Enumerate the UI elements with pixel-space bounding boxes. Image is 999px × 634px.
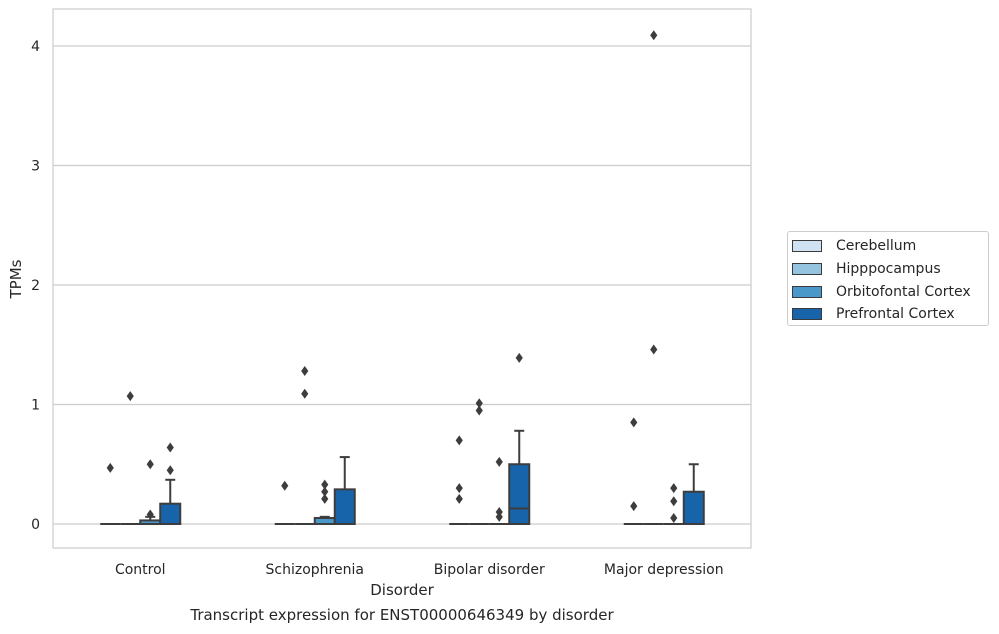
outlier-point [106, 462, 114, 473]
box [333, 488, 356, 525]
outlier-point [146, 459, 154, 470]
legend-swatch [792, 263, 822, 276]
legend-label: Prefrontal Cortex [836, 306, 955, 323]
y-ticks: 0 1 2 3 4 [31, 39, 40, 533]
outlier-point [495, 511, 503, 522]
legend-item: Orbitofontal Cortex [792, 280, 988, 303]
outliers [106, 30, 678, 524]
y-tick-label: 3 [31, 159, 40, 175]
box [159, 502, 182, 525]
outlier-point [670, 483, 678, 494]
outlier-point [321, 479, 329, 490]
legend-swatch [792, 308, 822, 321]
legend-swatch [792, 285, 822, 298]
outlier-point [301, 388, 309, 399]
legend-item: Prefrontal Cortex [792, 303, 988, 326]
outlier-point [321, 493, 329, 504]
y-axis-title: TPMs [7, 259, 25, 299]
chart-caption: Transcript expression for ENST0000064634… [190, 606, 614, 624]
outlier-point [670, 496, 678, 507]
outlier-point [455, 435, 463, 446]
y-tick-label: 2 [31, 278, 40, 294]
outlier-point [166, 465, 174, 476]
outlier-point [455, 493, 463, 504]
outlier-point [650, 30, 658, 41]
outlier-point [455, 483, 463, 494]
x-tick-label: Schizophrenia [266, 562, 364, 578]
outlier-point [630, 501, 638, 512]
outlier-point [301, 366, 309, 377]
outlier-point [515, 352, 523, 363]
legend-item: Hipppocampus [792, 258, 988, 281]
outlier-point [146, 509, 154, 520]
outlier-point [126, 391, 134, 402]
legend-item: Cerebellum [792, 235, 988, 258]
legend-label: Orbitofontal Cortex [836, 283, 971, 300]
y-tick-label: 4 [31, 39, 40, 55]
x-ticks: Control Schizophrenia Bipolar disorder Majo… [115, 562, 724, 578]
outlier-point [281, 480, 289, 491]
legend-swatch [792, 240, 822, 253]
outlier-point [670, 513, 678, 524]
x-tick-label: Major depression [604, 562, 724, 578]
x-tick-label: Control [115, 562, 166, 578]
outlier-point [166, 442, 174, 453]
y-tick-label: 0 [31, 517, 40, 533]
outlier-point [475, 398, 483, 409]
legend: Cerebellum Hipppocampus Orbitofontal Corte… [787, 231, 989, 326]
outlier-point [321, 486, 329, 497]
legend-label: Cerebellum [836, 238, 917, 255]
x-tick-label: Bipolar disorder [434, 562, 545, 578]
x-axis-title: Disorder [370, 581, 434, 599]
y-tick-label: 1 [31, 398, 40, 414]
outlier-point [630, 417, 638, 428]
boxes [100, 429, 705, 526]
box [682, 490, 705, 525]
legend-label: Hipppocampus [836, 261, 941, 278]
outlier-point [495, 456, 503, 467]
plot-area [52, 8, 752, 549]
box [508, 463, 531, 525]
outlier-point [650, 344, 658, 355]
outlier-point [475, 405, 483, 416]
